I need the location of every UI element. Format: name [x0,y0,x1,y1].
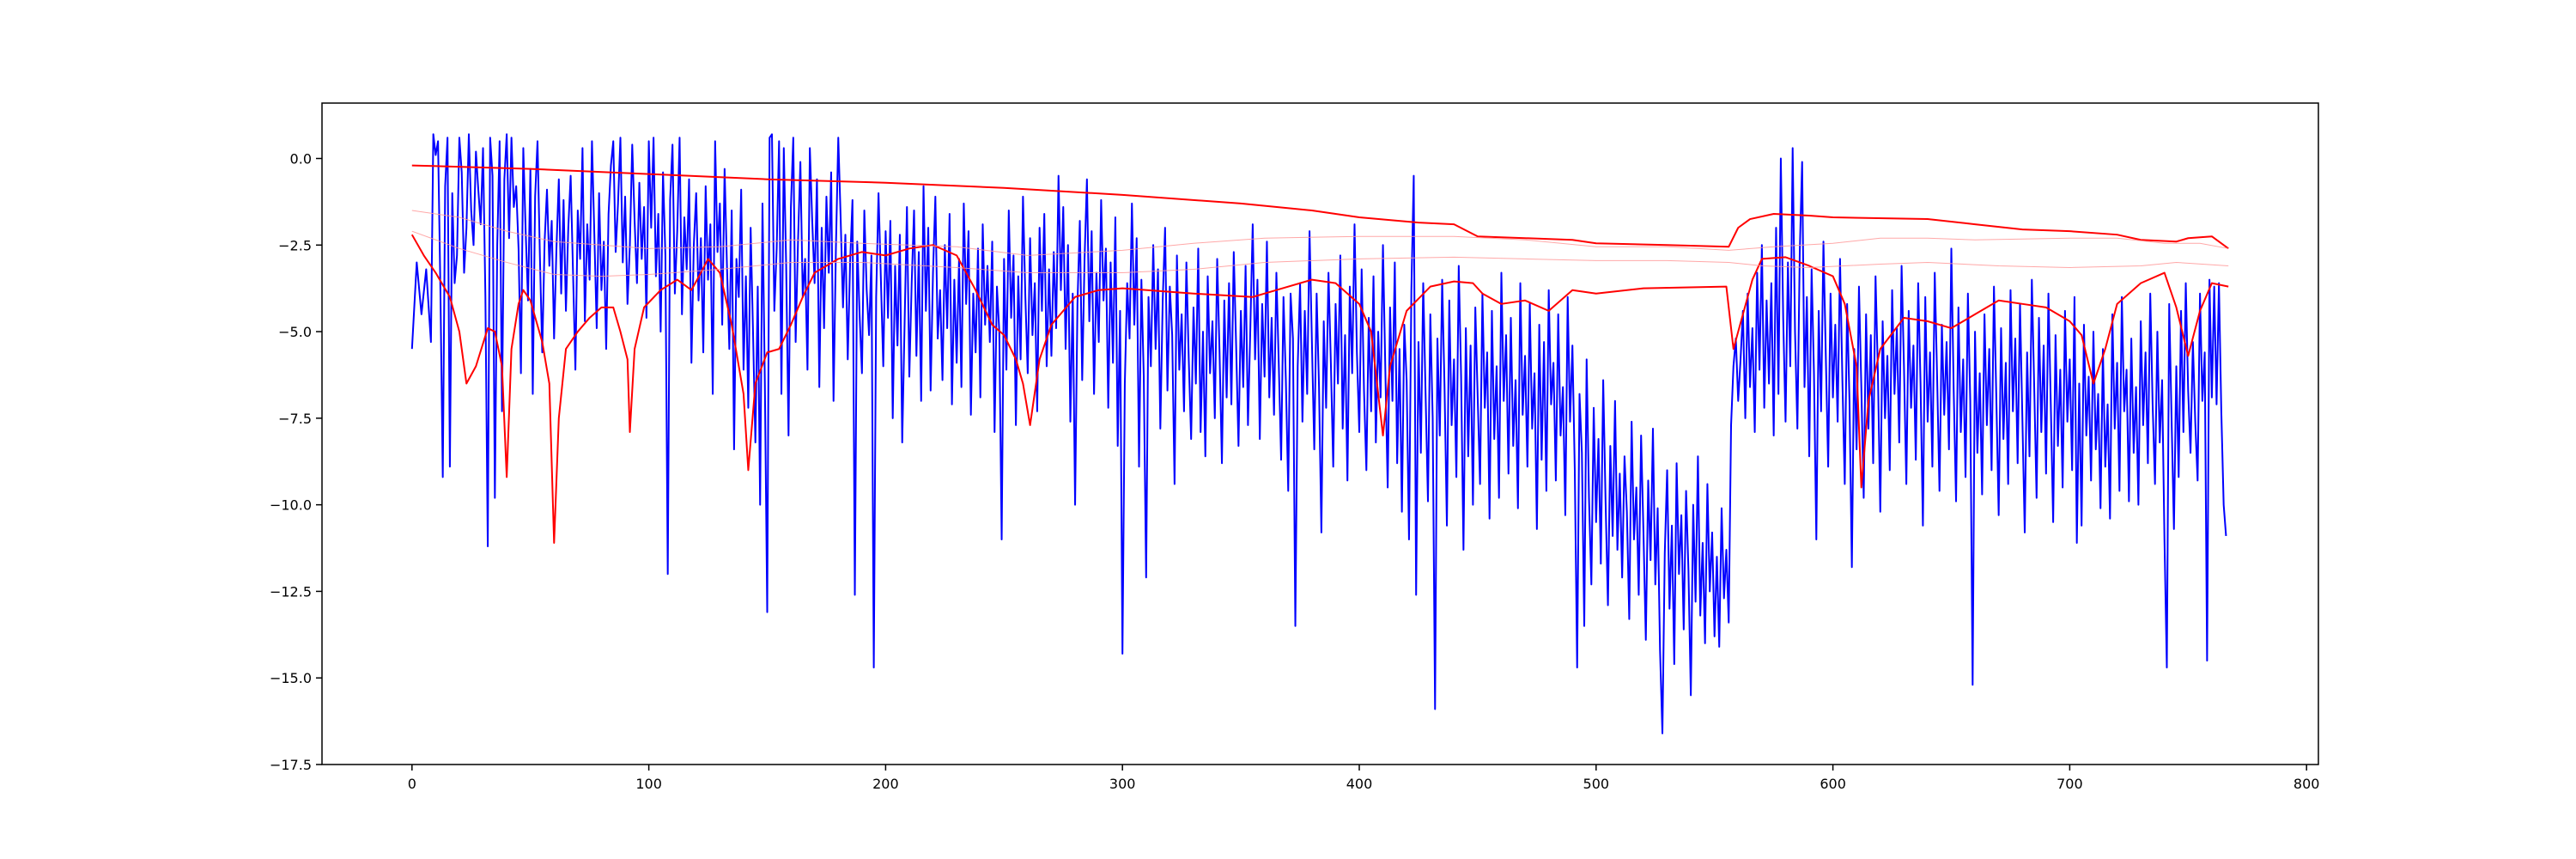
x-tick-label: 400 [1346,776,1373,792]
y-tick-label: 0.0 [290,151,312,168]
x-axis: 0 100 200 300 400 500 600 700 800 [408,765,2320,792]
x-tick-label: 100 [635,776,662,792]
plot-frame [321,102,2319,765]
x-tick-label: 800 [2293,776,2320,792]
y-axis: 0.0 −2.5 −5.0 −7.5 −10.0 −12.5 −15.0 −17.5 [270,151,322,773]
series-line-envelope-upper [411,164,2229,250]
x-tick-label: 0 [408,776,416,792]
series-line-band-lower [411,230,2229,277]
series-line-signal [410,133,2227,734]
x-tick-label: 200 [872,776,899,792]
y-tick-label: −2.5 [278,237,312,253]
y-tick-label: −7.5 [278,411,312,427]
y-tick-label: −17.5 [270,757,312,773]
x-tick-label: 600 [1820,776,1846,792]
y-tick-label: −10.0 [270,497,312,514]
y-tick-label: −5.0 [278,324,312,340]
x-tick-label: 700 [2057,776,2083,792]
series-layer [410,133,2229,734]
series-line-envelope-lower [410,234,2229,544]
y-tick-label: −15.0 [270,670,312,686]
x-tick-label: 500 [1583,776,1610,792]
series-line-band-upper [411,210,2229,256]
x-tick-label: 300 [1109,776,1136,792]
y-tick-label: −12.5 [270,583,312,600]
